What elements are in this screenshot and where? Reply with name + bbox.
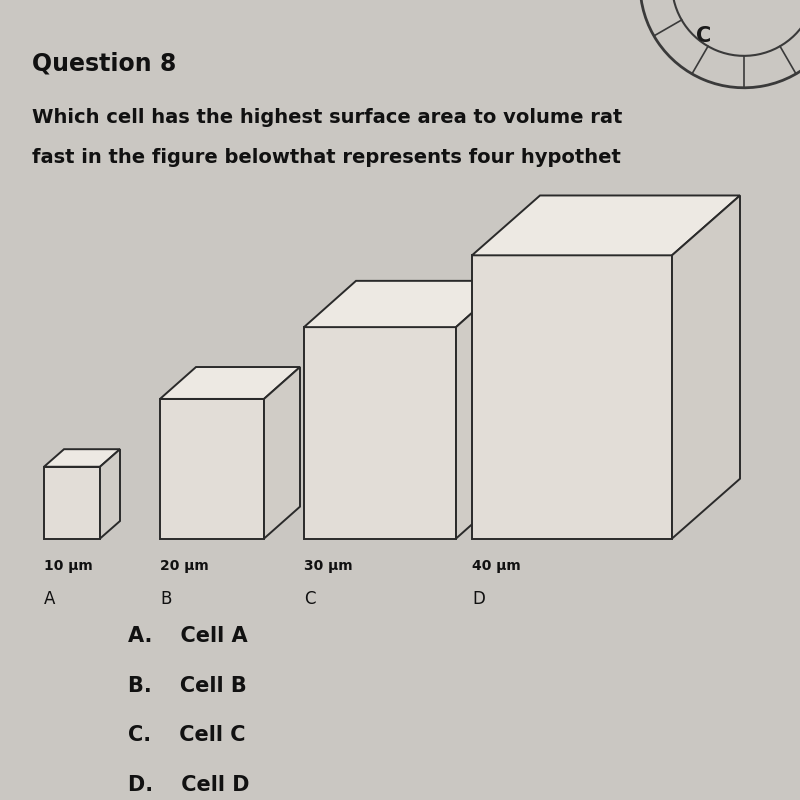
Text: B: B [160,590,171,609]
Polygon shape [472,195,740,255]
Polygon shape [472,255,672,538]
Text: 40 μm: 40 μm [472,558,521,573]
Text: A.  Cell A: A. Cell A [128,626,248,646]
Text: A: A [44,590,55,609]
Polygon shape [304,327,456,538]
Polygon shape [44,466,100,538]
Text: B.  Cell B: B. Cell B [128,676,246,696]
Polygon shape [44,449,120,466]
Text: C.  Cell C: C. Cell C [128,726,246,746]
Polygon shape [672,195,740,538]
Text: D.  Cell D: D. Cell D [128,774,250,794]
Text: 20 μm: 20 μm [160,558,209,573]
Text: C: C [696,26,712,46]
Polygon shape [456,281,508,538]
Text: fast in the figure below​that represents four hypothet: fast in the figure below​that represents… [32,148,621,166]
Polygon shape [304,281,508,327]
Text: C: C [304,590,315,609]
Polygon shape [264,367,300,538]
Polygon shape [160,399,264,538]
Text: 10 μm: 10 μm [44,558,93,573]
Polygon shape [100,449,120,538]
Text: Which cell has the highest surface area to volume rat: Which cell has the highest surface area … [32,108,622,126]
Text: Question 8: Question 8 [32,52,176,76]
Polygon shape [160,367,300,399]
Text: D: D [472,590,485,609]
Text: 30 μm: 30 μm [304,558,353,573]
